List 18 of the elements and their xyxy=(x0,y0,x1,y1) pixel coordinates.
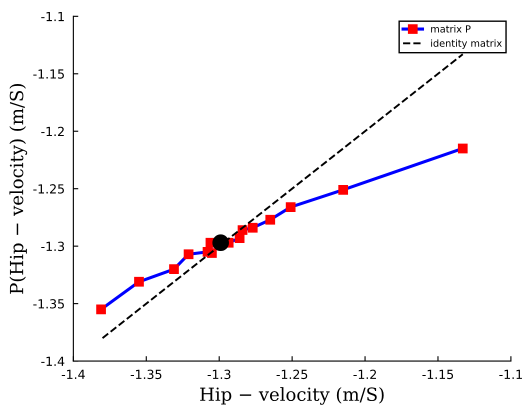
y-tick-label: -1.4 xyxy=(41,356,64,366)
y-tick-label: -1.35 xyxy=(33,299,64,309)
x-tick-label: -1.1 xyxy=(499,370,522,379)
y-tick-label: -1.3 xyxy=(41,242,64,252)
x-tick-label: -1.35 xyxy=(130,370,162,380)
y-tick-label: -1.2 xyxy=(41,126,64,136)
x-axis-title: Hip − velocity (m/S) xyxy=(200,387,384,405)
legend-label: identity matrix xyxy=(431,39,502,49)
y-tick-label: -1.1 xyxy=(41,12,64,22)
y-axis-title: P(Hip − velocity) (m/S) xyxy=(9,84,28,294)
x-tick-label: -1.25 xyxy=(276,370,308,380)
y-tick-label: -1.25 xyxy=(33,184,64,194)
x-tick-label: -1.2 xyxy=(353,370,376,379)
x-tick-label: -1.3 xyxy=(208,370,230,380)
legend-label: matrix P xyxy=(431,25,471,33)
x-tick-label: -1.15 xyxy=(422,370,454,380)
y-tick-label: -1.15 xyxy=(33,69,64,79)
x-tick-label: -1.4 xyxy=(62,370,85,379)
